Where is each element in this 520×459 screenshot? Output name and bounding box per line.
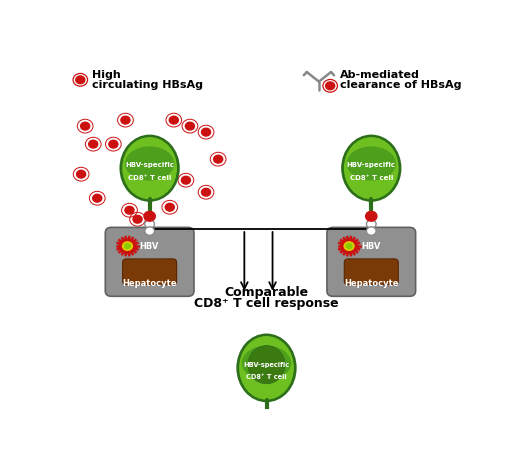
Text: CD8⁺ T cell: CD8⁺ T cell <box>349 174 393 180</box>
Circle shape <box>76 169 86 179</box>
Circle shape <box>120 116 131 125</box>
Circle shape <box>367 220 376 228</box>
Ellipse shape <box>347 146 396 181</box>
Text: High: High <box>93 69 121 79</box>
Circle shape <box>341 239 358 253</box>
Text: CD8⁺ T cell: CD8⁺ T cell <box>246 375 287 381</box>
Ellipse shape <box>125 146 174 181</box>
Text: Ab-mediated: Ab-mediated <box>340 69 420 79</box>
Text: HBV: HBV <box>361 241 381 251</box>
Circle shape <box>75 75 86 84</box>
FancyBboxPatch shape <box>344 259 398 285</box>
Text: HBV-specific: HBV-specific <box>125 162 174 168</box>
Circle shape <box>366 211 377 221</box>
Circle shape <box>92 194 102 203</box>
Ellipse shape <box>341 134 401 202</box>
FancyBboxPatch shape <box>105 227 194 297</box>
Ellipse shape <box>248 346 285 384</box>
Text: Hepatocyte: Hepatocyte <box>122 279 177 288</box>
Circle shape <box>345 243 353 249</box>
Text: clearance of HBsAg: clearance of HBsAg <box>340 80 461 90</box>
Circle shape <box>132 215 143 224</box>
Text: Hepatocyte: Hepatocyte <box>344 279 398 288</box>
Text: CD8⁺ T cell response: CD8⁺ T cell response <box>194 297 339 310</box>
Ellipse shape <box>239 336 294 400</box>
Circle shape <box>168 116 179 125</box>
Circle shape <box>325 81 335 90</box>
Circle shape <box>124 243 131 249</box>
Circle shape <box>124 206 135 215</box>
Text: Comparable: Comparable <box>225 286 308 299</box>
Circle shape <box>145 220 154 228</box>
Circle shape <box>201 188 211 197</box>
Circle shape <box>119 239 136 253</box>
Circle shape <box>344 241 355 251</box>
Ellipse shape <box>237 334 296 402</box>
Circle shape <box>180 176 191 185</box>
Circle shape <box>185 122 195 131</box>
Text: HBV: HBV <box>139 241 159 251</box>
Circle shape <box>80 122 90 131</box>
Circle shape <box>145 227 154 235</box>
Ellipse shape <box>122 137 177 199</box>
Circle shape <box>164 202 175 212</box>
Text: circulating HBsAg: circulating HBsAg <box>93 80 203 90</box>
Circle shape <box>367 227 376 235</box>
Text: HBV-specific: HBV-specific <box>243 362 290 368</box>
Circle shape <box>213 155 224 164</box>
Circle shape <box>201 128 211 137</box>
Ellipse shape <box>344 137 399 199</box>
Ellipse shape <box>242 346 291 381</box>
Circle shape <box>108 140 119 149</box>
Text: HBV-specific: HBV-specific <box>347 162 396 168</box>
FancyBboxPatch shape <box>327 227 415 297</box>
Circle shape <box>144 211 155 221</box>
Circle shape <box>88 140 98 149</box>
FancyBboxPatch shape <box>123 259 177 285</box>
Circle shape <box>122 241 133 251</box>
Ellipse shape <box>120 134 180 202</box>
Text: CD8⁺ T cell: CD8⁺ T cell <box>128 174 171 180</box>
